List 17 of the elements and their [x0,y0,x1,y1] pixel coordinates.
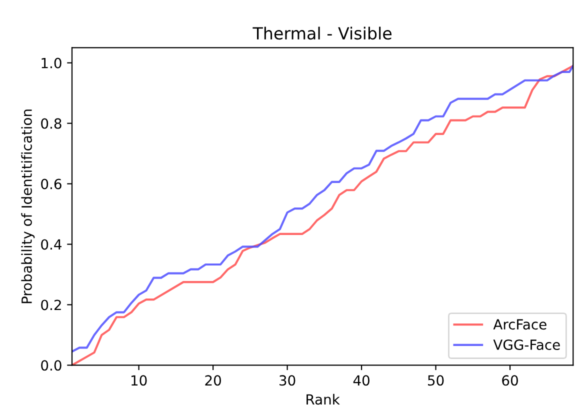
x-tick-label: 50 [428,375,444,386]
y-tick-label: 0.2 [41,300,61,310]
x-tick-label: 40 [353,375,370,386]
x-tick-label: 30 [280,375,296,386]
legend-label: VGG-Face [493,340,560,350]
y-tick-label: 0.6 [41,178,62,190]
chart-title: Thermal - Visible [252,26,392,40]
y-axis-title: Probability of Identitification [21,110,35,304]
y-tick-label: 0.0 [41,360,62,371]
y-tick-label: 1.0 [42,58,62,68]
x-axis-title: Rank [306,394,340,405]
y-tick-label: 0.8 [41,118,62,129]
x-tick-label: 10 [132,375,147,386]
legend-label: ArcFace [493,319,546,330]
x-tick-label: 20 [205,375,221,386]
y-tick-label: 0.4 [41,239,62,250]
x-tick-label: 60 [502,375,518,386]
